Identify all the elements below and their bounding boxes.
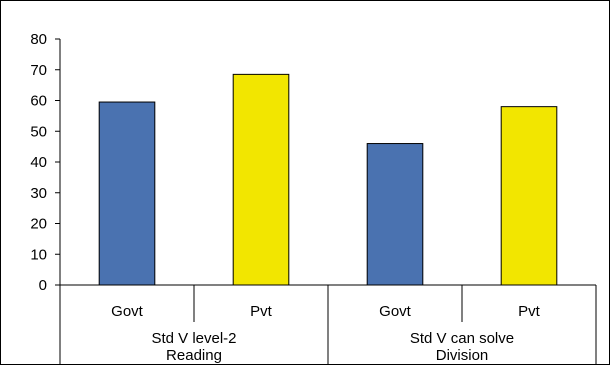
y-tick-label: 0 (39, 277, 47, 294)
y-tick-label: 60 (30, 93, 47, 110)
x-group-label: Std V can solve (410, 330, 514, 347)
x-category-label: Govt (379, 303, 412, 320)
bar (366, 143, 424, 286)
y-tick-label: 70 (30, 62, 47, 79)
y-tick-label: 50 (30, 123, 47, 140)
x-group-label: Division (436, 347, 489, 364)
y-tick-label: 80 (30, 31, 47, 48)
x-category-label: Pvt (250, 303, 273, 320)
x-group-label: Std V level-2 (151, 330, 236, 347)
y-tick-label: 30 (30, 185, 47, 202)
y-tick-label: 10 (30, 246, 47, 263)
x-category-label: Govt (111, 303, 144, 320)
x-group-label: Reading (166, 347, 222, 364)
bar (98, 101, 156, 286)
y-tick-label: 20 (30, 216, 47, 233)
bar (232, 73, 290, 286)
y-tick-label: 40 (30, 154, 47, 171)
x-category-label: Pvt (518, 303, 541, 320)
bar (500, 106, 558, 286)
